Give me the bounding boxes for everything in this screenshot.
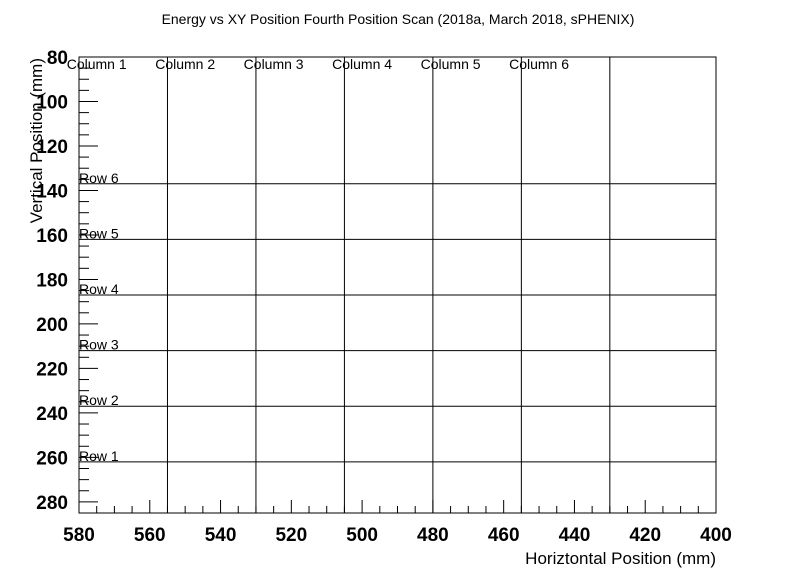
y-tick-label: 200 xyxy=(36,315,68,336)
row-label: Row 4 xyxy=(79,281,119,297)
y-tick-label: 140 xyxy=(36,181,68,202)
y-tick-label: 220 xyxy=(36,359,68,380)
x-tick-label: 440 xyxy=(559,525,591,546)
column-label: Column 1 xyxy=(67,56,127,72)
x-tick-label: 460 xyxy=(488,525,520,546)
column-label: Column 6 xyxy=(509,56,569,72)
row-label: Row 2 xyxy=(79,392,119,408)
y-axis: 80 100 120 140 160 180 200 220 240 260 280 xyxy=(36,48,98,514)
x-tick-label: 520 xyxy=(275,525,307,546)
row-label: Row 1 xyxy=(79,448,119,464)
x-tick-label: 500 xyxy=(346,525,378,546)
row-label: Row 6 xyxy=(79,170,119,186)
y-tick-label: 240 xyxy=(36,404,68,425)
plot-area xyxy=(78,56,717,514)
row-label: Row 3 xyxy=(79,337,119,353)
x-tick-label: 580 xyxy=(63,525,95,546)
plot-frame xyxy=(78,56,717,514)
column-labels: Column 1 Column 2 Column 3 Column 4 Column 5… xyxy=(67,56,569,72)
y-tick-label: 160 xyxy=(36,226,68,247)
x-tick-label: 480 xyxy=(417,525,449,546)
column-label: Column 3 xyxy=(244,56,304,72)
x-tick-label: 540 xyxy=(205,525,237,546)
cell-boundaries xyxy=(79,57,716,513)
column-label: Column 5 xyxy=(421,56,481,72)
y-axis-title: Vertical Position (mm) xyxy=(27,58,46,223)
chart-title: Energy vs XY Position Fourth Position Sc… xyxy=(162,11,635,27)
y-tick-label: 180 xyxy=(36,270,68,291)
y-tick-label: 120 xyxy=(36,137,68,158)
x-axis-title: Horiztontal Position (mm) xyxy=(525,549,716,568)
x-tick-label: 420 xyxy=(629,525,661,546)
row-label: Row 5 xyxy=(79,225,119,241)
x-axis: 580 560 540 520 500 480 460 440 420 400 xyxy=(63,500,732,546)
y-tick-label: 100 xyxy=(36,92,68,113)
x-tick-label: 560 xyxy=(134,525,166,546)
row-labels: Row 6 Row 5 Row 4 Row 3 Row 2 Row 1 xyxy=(79,170,119,464)
y-tick-label: 280 xyxy=(36,493,68,514)
y-tick-label: 260 xyxy=(36,448,68,469)
column-label: Column 4 xyxy=(332,56,392,72)
column-label: Column 2 xyxy=(155,56,215,72)
x-tick-label: 400 xyxy=(700,525,732,546)
y-tick-label: 80 xyxy=(47,48,68,69)
